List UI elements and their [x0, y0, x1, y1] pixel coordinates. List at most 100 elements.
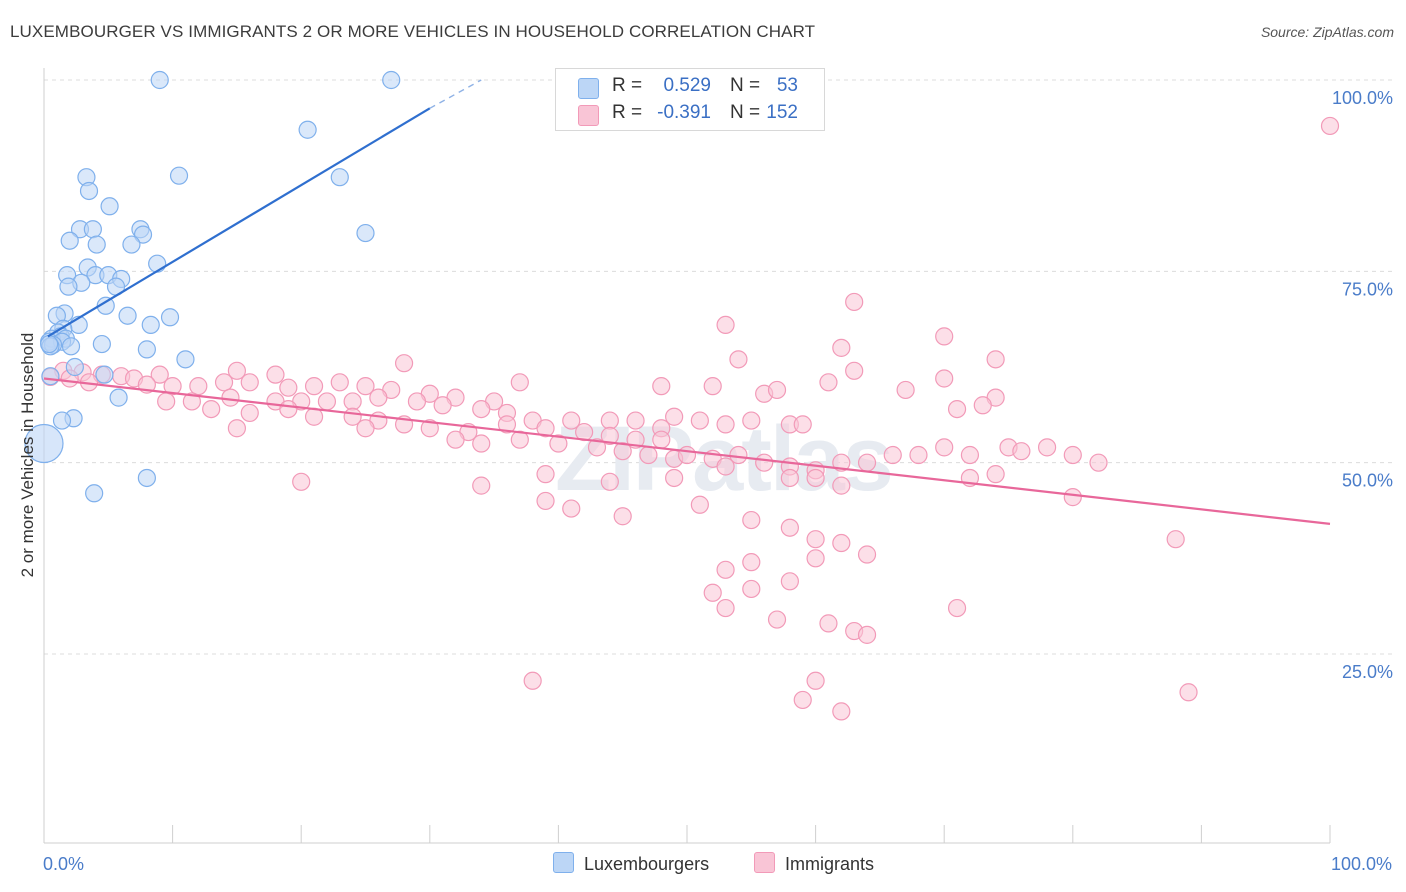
- data-point: [909, 445, 928, 465]
- immigrants-n-value: 152: [766, 102, 798, 123]
- data-point: [279, 378, 298, 397]
- data-point: [755, 453, 774, 472]
- data-point: [793, 415, 812, 434]
- data-point: [317, 392, 337, 411]
- data-point: [536, 419, 555, 438]
- n-label: N =: [730, 75, 761, 96]
- data-point: [883, 445, 902, 465]
- x-tick-label-max: 100.0%: [1331, 854, 1392, 874]
- data-point: [613, 507, 632, 526]
- data-point: [137, 468, 156, 488]
- data-point: [690, 495, 709, 514]
- data-point: [420, 419, 439, 438]
- y-tick-label-75: 75.0%: [1342, 279, 1393, 299]
- data-point: [148, 254, 167, 273]
- trend-lines: [43, 79, 1331, 525]
- data-point: [109, 388, 128, 407]
- data-point: [446, 430, 465, 449]
- data-point: [298, 120, 317, 139]
- data-point: [160, 308, 180, 327]
- data-point: [845, 292, 864, 312]
- immigrants-swatch: [578, 105, 599, 126]
- data-point: [330, 168, 349, 187]
- data-point: [832, 453, 851, 472]
- data-point: [227, 419, 246, 438]
- luxembourgers-legend-swatch: [553, 852, 574, 873]
- legend-item-immigrants[interactable]: Immigrants: [754, 852, 874, 875]
- x-tick-label-min: 0.0%: [43, 854, 84, 874]
- immigrants-r-value: -0.391: [657, 102, 711, 123]
- data-point: [1037, 438, 1057, 457]
- data-point: [832, 476, 851, 495]
- data-point: [523, 671, 542, 690]
- data-point: [240, 403, 259, 423]
- data-point: [742, 579, 761, 599]
- data-point: [947, 598, 967, 618]
- data-point: [986, 465, 1005, 484]
- data-point: [157, 392, 176, 411]
- data-point: [935, 438, 954, 457]
- data-point: [141, 315, 160, 335]
- data-point: [652, 377, 671, 396]
- data-point: [240, 373, 259, 392]
- data-point: [79, 181, 99, 201]
- data-point: [292, 472, 311, 491]
- data-point: [857, 545, 877, 564]
- data-point: [356, 377, 375, 396]
- data-point: [133, 225, 153, 244]
- immigrants-legend-swatch: [754, 852, 775, 873]
- data-point: [40, 334, 59, 354]
- immigrants-legend-label: Immigrants: [785, 854, 875, 874]
- data-point: [497, 415, 517, 434]
- legend-item-luxembourgers[interactable]: Luxembourgers: [553, 852, 709, 875]
- luxembourgers-r-value: 0.529: [663, 75, 711, 96]
- data-point: [83, 220, 102, 239]
- data-point: [600, 472, 619, 491]
- data-point: [652, 430, 671, 449]
- data-point: [394, 354, 414, 373]
- data-point: [716, 598, 735, 618]
- data-point: [677, 445, 697, 465]
- data-point: [433, 396, 452, 415]
- data-point: [832, 702, 851, 721]
- data-point: [472, 476, 491, 495]
- data-point: [1063, 488, 1082, 507]
- data-point: [703, 583, 722, 602]
- data-point-large: [24, 423, 64, 464]
- data-point: [150, 70, 169, 90]
- data-point: [600, 426, 619, 445]
- stats-legend-box: R = 0.529 N = 53 R = -0.391 N = 152: [555, 68, 825, 131]
- data-point: [382, 70, 401, 90]
- data-point: [52, 411, 72, 430]
- data-point: [304, 407, 324, 426]
- data-point: [857, 625, 877, 644]
- data-point: [716, 560, 735, 579]
- data-point: [118, 306, 137, 325]
- data-point: [587, 438, 607, 457]
- data-point: [189, 377, 208, 396]
- data-point: [266, 365, 285, 384]
- data-point: [1063, 445, 1082, 465]
- data-point: [214, 373, 234, 392]
- data-point: [356, 223, 375, 243]
- data-point: [729, 350, 748, 369]
- data-point: [1166, 530, 1185, 549]
- data-point: [100, 197, 119, 216]
- y-axis-title: 2 or more Vehicles in Household: [18, 333, 37, 578]
- data-point: [407, 392, 427, 411]
- data-point: [536, 465, 555, 484]
- data-point: [665, 407, 684, 426]
- data-point: [221, 388, 240, 407]
- data-point: [176, 350, 195, 369]
- luxembourgers-n-value: 53: [776, 75, 798, 96]
- data-point: [202, 399, 221, 419]
- data-point: [600, 411, 619, 430]
- luxembourgers-trend-line: [47, 107, 431, 338]
- n-label: N =: [730, 102, 761, 123]
- data-point: [59, 277, 78, 296]
- y-tick-labels: 25.0% 50.0% 75.0% 100.0%: [1332, 88, 1393, 682]
- data-point: [780, 518, 799, 537]
- data-point: [1320, 116, 1340, 136]
- data-point: [767, 610, 787, 629]
